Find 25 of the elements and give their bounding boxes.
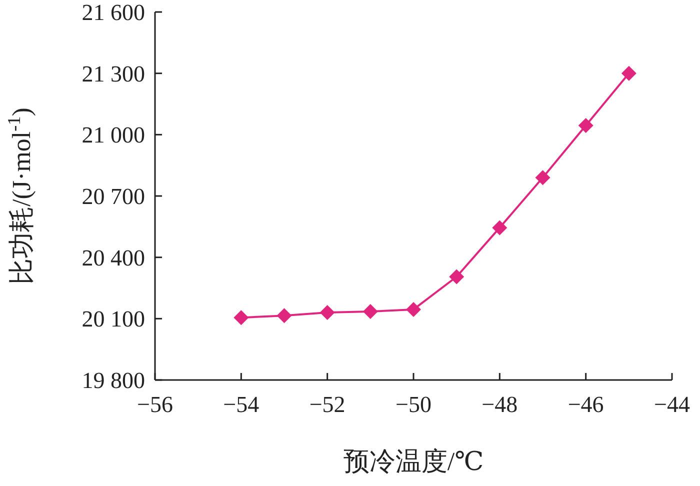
y-tick-label: 20 100 [82, 306, 145, 332]
point [535, 170, 550, 186]
x-tick-label: −44 [654, 392, 690, 417]
y-tick-label: 21 000 [82, 122, 145, 148]
point [276, 308, 292, 324]
y-tick-label: 20 700 [82, 184, 145, 210]
point [234, 310, 249, 326]
x-tick-label: −46 [568, 392, 604, 417]
point [621, 66, 636, 81]
point [449, 269, 464, 284]
x-tick-label: −50 [396, 392, 432, 417]
point [406, 302, 421, 317]
point [492, 220, 508, 236]
y-tick-label: 21 600 [82, 0, 145, 26]
x-tick-label: −54 [223, 392, 260, 417]
y-tick-label: 21 300 [82, 61, 145, 86]
point [578, 118, 594, 133]
point [362, 304, 378, 320]
x-tick-label: −52 [309, 392, 346, 417]
y-tick-label: 19 800 [82, 368, 145, 394]
y-tick-label: 20 400 [82, 245, 145, 270]
x-tick-label: −48 [482, 392, 518, 417]
x-axis-title: 预冷温度/℃ [343, 447, 484, 476]
point [320, 305, 335, 320]
x-tick-label: −56 [137, 392, 173, 417]
